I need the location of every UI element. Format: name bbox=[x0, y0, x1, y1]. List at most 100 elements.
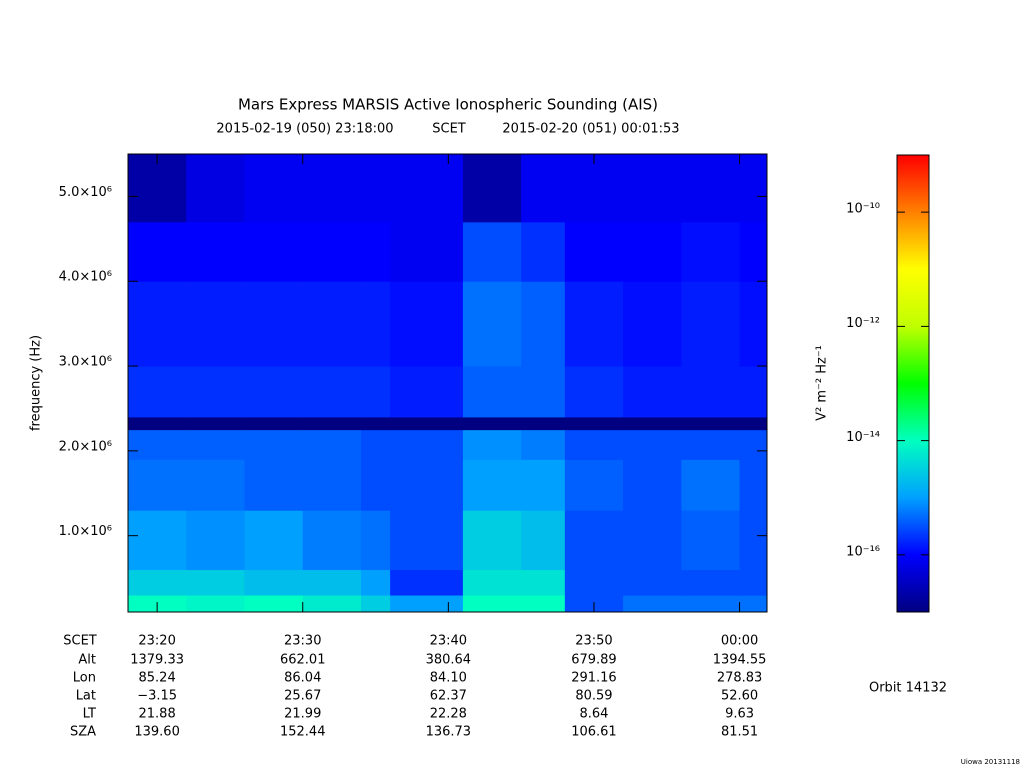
heat-cell bbox=[390, 510, 464, 571]
heat-cell bbox=[681, 459, 741, 511]
y-tick-label: 1.0×10⁶ bbox=[59, 524, 112, 539]
subtitle-end: 2015-02-20 (051) 00:01:53 bbox=[502, 122, 679, 137]
chart-title: Mars Express MARSIS Active Ionospheric S… bbox=[238, 96, 658, 114]
heat-cell bbox=[739, 221, 768, 282]
ephemeris-value: 84.10 bbox=[430, 671, 467, 686]
ephemeris-value: 52.60 bbox=[721, 689, 758, 704]
heat-cell bbox=[623, 281, 682, 367]
ephemeris-value: 106.61 bbox=[571, 725, 617, 740]
ephemeris-value: 291.16 bbox=[571, 671, 617, 686]
ephemeris-value: 80.59 bbox=[575, 689, 612, 704]
heat-cell bbox=[462, 429, 522, 460]
heat-cell bbox=[739, 366, 768, 418]
heat-cell bbox=[623, 459, 682, 511]
heat-cell bbox=[521, 154, 566, 223]
heat-cell bbox=[564, 459, 624, 511]
heat-cell bbox=[360, 595, 391, 613]
ephemeris-value: −3.15 bbox=[137, 689, 177, 704]
heat-cell bbox=[302, 569, 362, 596]
ephemeris-label: LT bbox=[83, 707, 96, 722]
heat-cell bbox=[462, 459, 522, 511]
heat-cell bbox=[360, 366, 391, 418]
heat-cell bbox=[681, 281, 741, 367]
heat-cell bbox=[564, 221, 624, 282]
x-tick-label: 23:30 bbox=[284, 634, 321, 649]
heat-cell bbox=[244, 416, 304, 431]
ephemeris-value: 86.04 bbox=[284, 671, 321, 686]
ephemeris-value: 679.89 bbox=[571, 653, 617, 668]
y-tick-label: 2.0×10⁶ bbox=[59, 439, 112, 454]
ephemeris-value: 21.99 bbox=[284, 707, 321, 722]
y-tick-label: 5.0×10⁶ bbox=[59, 185, 112, 200]
colorbar-tick-label: 10⁻¹⁶ bbox=[846, 544, 880, 559]
ephemeris-label: SZA bbox=[70, 725, 96, 740]
heat-cell bbox=[390, 569, 464, 596]
heat-cell bbox=[623, 154, 682, 223]
heat-cell bbox=[128, 281, 187, 367]
ephemeris-value: 136.73 bbox=[426, 725, 472, 740]
heat-cell bbox=[302, 416, 362, 431]
heat-cell bbox=[390, 416, 464, 431]
heat-cell bbox=[128, 569, 187, 596]
heat-cell bbox=[739, 416, 768, 431]
heat-cell bbox=[564, 154, 624, 223]
heat-cell bbox=[462, 221, 522, 282]
heat-cell bbox=[128, 459, 187, 511]
heat-cell bbox=[302, 459, 362, 511]
heat-cell bbox=[564, 429, 624, 460]
heat-cell bbox=[521, 416, 566, 431]
heat-cell bbox=[462, 569, 522, 596]
plot-frame bbox=[127, 153, 768, 613]
heat-cell bbox=[360, 510, 391, 571]
heat-cell bbox=[360, 221, 391, 282]
heat-cell bbox=[739, 595, 768, 613]
heat-cell bbox=[390, 366, 464, 418]
heat-cell bbox=[564, 569, 624, 596]
heat-cell bbox=[244, 459, 304, 511]
heat-cell bbox=[623, 221, 682, 282]
heat-cell bbox=[623, 366, 682, 418]
heat-cell bbox=[186, 459, 245, 511]
ephemeris-label: Alt bbox=[78, 653, 96, 668]
heat-cell bbox=[390, 459, 464, 511]
heat-cell bbox=[462, 510, 522, 571]
heat-cell bbox=[186, 510, 245, 571]
heat-cell bbox=[623, 595, 682, 613]
ephemeris-value: 380.64 bbox=[426, 653, 472, 668]
heat-cell bbox=[186, 595, 245, 613]
heat-cell bbox=[302, 154, 362, 223]
heat-cell bbox=[681, 510, 741, 571]
colorbar bbox=[896, 154, 930, 613]
heat-cell bbox=[462, 281, 522, 367]
heat-cell bbox=[186, 416, 245, 431]
ephemeris-label: Lat bbox=[76, 689, 96, 704]
heat-cell bbox=[681, 429, 741, 460]
heat-cell bbox=[390, 281, 464, 367]
ephemeris-header: SCET bbox=[63, 634, 97, 649]
heat-cell bbox=[244, 595, 304, 613]
heatmap bbox=[128, 154, 768, 613]
ephemeris-value: 8.64 bbox=[579, 707, 608, 722]
heat-cell bbox=[681, 569, 741, 596]
ephemeris-value: 152.44 bbox=[280, 725, 326, 740]
heat-cell bbox=[564, 416, 624, 431]
subtitle-start: 2015-02-19 (050) 23:18:00 bbox=[216, 122, 393, 137]
colorbar-label: V² m⁻² Hz⁻¹ bbox=[815, 345, 830, 421]
ephemeris-value: 85.24 bbox=[139, 671, 176, 686]
heat-cell bbox=[186, 429, 245, 460]
heat-cell bbox=[739, 569, 768, 596]
heat-cell bbox=[302, 221, 362, 282]
heat-cell bbox=[302, 281, 362, 367]
heat-cell bbox=[623, 429, 682, 460]
heat-cell bbox=[521, 429, 566, 460]
heat-cell bbox=[302, 510, 362, 571]
heat-cell bbox=[521, 595, 566, 613]
credit: Uiowa 20131118 bbox=[961, 758, 1020, 766]
ephemeris-value: 21.88 bbox=[139, 707, 176, 722]
heat-cell bbox=[623, 416, 682, 431]
heat-cell bbox=[302, 366, 362, 418]
heat-cell bbox=[390, 221, 464, 282]
heat-cell bbox=[521, 459, 566, 511]
heat-cell bbox=[128, 510, 187, 571]
